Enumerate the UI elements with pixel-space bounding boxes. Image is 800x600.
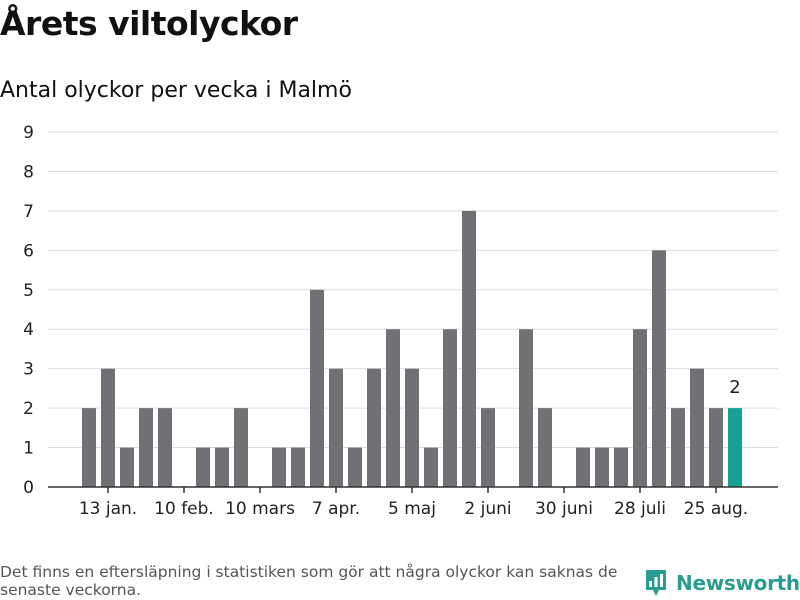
bars	[82, 210, 742, 487]
x-tick-label: 2 juni	[464, 499, 511, 519]
bar	[348, 447, 362, 487]
footnote: Det finns en eftersläpning i statistiken…	[0, 563, 618, 599]
bar	[576, 447, 590, 487]
x-tick-label: 5 maj	[388, 499, 436, 519]
bar	[709, 408, 723, 487]
x-axis-labels: 13 jan. 10 feb. 10 mars 7 apr. 5 maj 2 juni 30…	[79, 499, 748, 519]
y-tick-label: 5	[23, 281, 34, 301]
bar	[272, 447, 286, 487]
newsworthy-brand: Newsworthy	[644, 568, 800, 598]
bar	[633, 329, 647, 487]
y-tick-label: 0	[23, 478, 34, 498]
bar	[291, 447, 305, 487]
x-tick-label: 7 apr.	[312, 499, 360, 519]
chart-subtitle: Antal olyckor per vecka i Malmö	[0, 78, 352, 103]
chart-title: Årets viltolyckor	[0, 4, 298, 43]
bar	[310, 289, 324, 487]
x-tick-label: 13 jan.	[79, 499, 137, 519]
bar	[405, 368, 419, 487]
x-tick-label: 25 aug.	[684, 499, 748, 519]
x-tick-label: 10 mars	[225, 499, 295, 519]
newsworthy-logo-icon	[646, 570, 666, 596]
bar	[443, 329, 457, 487]
bar	[424, 447, 438, 487]
x-tick-label: 10 feb.	[154, 499, 214, 519]
x-tick-label: 30 juni	[535, 499, 593, 519]
bar	[120, 447, 134, 487]
y-tick-label: 3	[23, 360, 34, 380]
latest-value-label: 2	[729, 377, 740, 398]
bar	[215, 447, 229, 487]
brand-name: Newsworthy	[676, 571, 800, 595]
bar	[690, 368, 704, 487]
y-tick-label: 1	[23, 439, 34, 459]
bar	[519, 329, 533, 487]
bar	[82, 408, 96, 487]
bar	[652, 250, 666, 487]
bar	[158, 408, 172, 487]
bar-chart: 0 1 2 3 4 5 6 7 8 9 13 jan. 10 feb. 10 mars 7 apr. 5 …	[23, 123, 778, 519]
y-tick-label: 6	[23, 241, 34, 261]
y-tick-label: 4	[23, 320, 34, 340]
bar	[481, 408, 495, 487]
bar	[614, 447, 628, 487]
bar	[671, 408, 685, 487]
bar	[462, 210, 476, 487]
bar	[595, 447, 609, 487]
bar-latest	[728, 408, 742, 487]
y-tick-label: 7	[23, 202, 34, 222]
bar	[538, 408, 552, 487]
bar	[101, 368, 115, 487]
bar	[196, 447, 210, 487]
bar	[329, 368, 343, 487]
y-tick-label: 8	[23, 162, 34, 182]
bar	[386, 329, 400, 487]
y-tick-label: 2	[23, 399, 34, 419]
x-axis	[48, 486, 778, 493]
x-tick-label: 28 juli	[614, 499, 666, 519]
annotations: 2	[729, 377, 740, 398]
bar	[139, 408, 153, 487]
y-axis-labels: 0 1 2 3 4 5 6 7 8 9	[23, 123, 34, 498]
bar	[367, 368, 381, 487]
y-tick-label: 9	[23, 123, 34, 143]
bar	[234, 408, 248, 487]
